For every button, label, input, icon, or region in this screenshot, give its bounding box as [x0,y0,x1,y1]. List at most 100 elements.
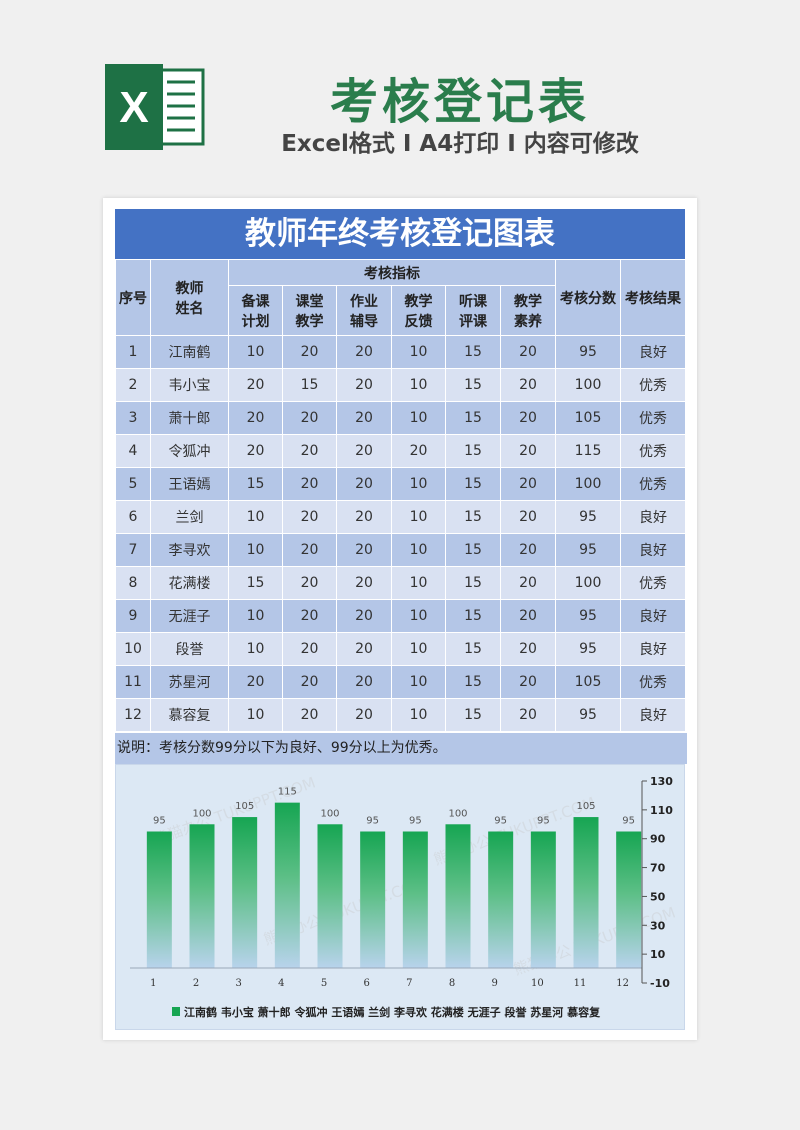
page-title: 考核登记表 [329,74,590,130]
table-row: 8 花满楼 15 20 20 10 15 20 100 优秀 [115,566,686,600]
table-row: 4 令狐冲 20 20 20 20 15 20 115 优秀 [115,434,686,468]
bar [616,831,642,968]
cell-indicator-3: 20 [336,599,392,633]
x-tick-label: 5 [321,978,327,989]
cell-indicator-1: 10 [228,599,283,633]
bar-value-label: 115 [278,787,297,798]
cell-indicator-3: 20 [336,500,392,534]
header-row: 序号 教师 姓名 考核指标 考核分数 考核结果 [115,259,686,336]
header-c2-line1: 课堂 [295,293,324,310]
bar-value-label: 105 [235,801,254,812]
cell-indicator-2: 20 [282,632,337,666]
bar [488,831,514,968]
table-row: 6 兰剑 10 20 20 10 15 20 95 良好 [115,500,686,534]
bar [402,831,428,968]
cell-score: 105 [555,665,621,699]
cell-score: 95 [555,698,621,732]
header-group: 考核指标 [228,259,556,286]
cell-indicator-1: 10 [228,632,283,666]
cell-indicator-4: 10 [391,335,446,369]
header-c2-line2: 教学 [295,313,324,330]
cell-indicator-4: 10 [391,599,446,633]
bar [530,831,556,968]
excel-logo-badge [105,64,163,150]
cell-index: 1 [115,335,151,369]
cell-index: 4 [115,434,151,468]
bar-value-label: 95 [409,816,422,827]
cell-indicator-2: 20 [282,500,337,534]
bar-value-label: 95 [537,816,550,827]
note-text: 说明：考核分数99分以下为良好、99分以上为优秀。 [115,733,687,764]
bar [573,817,599,968]
bar-value-label: 100 [192,808,211,819]
y-tick-label: 50 [650,890,666,903]
x-tick-label: 4 [278,978,284,989]
cell-indicator-3: 20 [336,698,392,732]
cell-index: 2 [115,368,151,402]
bar-value-label: 100 [448,808,467,819]
bar [146,831,172,968]
legend-swatch [172,1007,180,1016]
bar [317,824,343,968]
header-c5: 听课 评课 [445,285,501,336]
cell-indicator-2: 20 [282,434,337,468]
cell-name: 段誉 [150,632,229,666]
cell-indicator-6: 20 [500,368,556,402]
cell-name: 兰剑 [150,500,229,534]
bar-value-label: 100 [320,808,339,819]
score-chart: 熊猫办公 TUKUPPT.COM 熊猫办公 TUKUPPT.COM 熊猫办公 TUK… [115,764,685,1030]
table-row: 5 王语嫣 15 20 20 10 15 20 100 优秀 [115,467,686,501]
cell-indicator-4: 10 [391,632,446,666]
x-tick-label: 7 [406,978,412,989]
cell-index: 5 [115,467,151,501]
cell-result: 优秀 [620,434,686,468]
table-row: 2 韦小宝 20 15 20 10 15 20 100 优秀 [115,368,686,402]
cell-result: 优秀 [620,467,686,501]
header-c6-line2: 素养 [514,313,542,330]
header-c1-line1: 备课 [241,293,270,310]
x-tick-label: 9 [491,978,497,989]
table-row: 10 段誉 10 20 20 10 15 20 95 良好 [115,632,686,666]
cell-score: 100 [555,467,621,501]
table-row: 7 李寻欢 10 20 20 10 15 20 95 良好 [115,533,686,567]
cell-indicator-3: 20 [336,401,392,435]
cell-index: 3 [115,401,151,435]
cell-indicator-6: 20 [500,632,556,666]
header-score: 考核分数 [555,259,621,336]
page-subtitle: Excel格式 I A4打印 I 内容可修改 [281,131,639,157]
cell-indicator-1: 20 [228,665,283,699]
cell-indicator-6: 20 [500,566,556,600]
cell-score: 115 [555,434,621,468]
cell-result: 良好 [620,599,686,633]
header-name-line2: 姓名 [175,300,204,317]
cell-indicator-5: 15 [445,467,501,501]
cell-indicator-4: 10 [391,533,446,567]
cell-score: 95 [555,533,621,567]
cell-name: 韦小宝 [150,368,229,402]
x-tick-label: 8 [449,978,455,989]
cell-indicator-6: 20 [500,665,556,699]
cell-name: 王语嫣 [150,467,229,501]
cell-indicator-5: 15 [445,335,501,369]
legend: 江南鹤 韦小宝 萧十郎 令狐冲 王语嫣 兰剑 李寻欢 花满楼 无涯子 段誉 苏星… [172,1005,601,1019]
header-c1-line2: 计划 [241,313,270,330]
cell-indicator-5: 15 [445,566,501,600]
header-c6: 教学 素养 [500,285,556,336]
cell-score: 105 [555,401,621,435]
cell-indicator-4: 10 [391,566,446,600]
cell-name: 江南鹤 [150,335,229,369]
cell-indicator-1: 10 [228,500,283,534]
cell-indicator-1: 10 [228,533,283,567]
header-result: 考核结果 [620,259,686,336]
cell-score: 95 [555,599,621,633]
bar [232,817,258,968]
header-subrow: 备课 计划 课堂 教学 作业 辅导 教学 反馈 听课 评课 教学 素养 [116,285,686,336]
cell-indicator-4: 10 [391,500,446,534]
cell-indicator-6: 20 [500,599,556,633]
bar [189,824,215,968]
cell-score: 95 [555,632,621,666]
x-tick-label: 12 [616,978,629,989]
table-row: 12 慕容复 10 20 20 10 15 20 95 良好 [115,698,686,732]
cell-indicator-5: 15 [445,434,501,468]
